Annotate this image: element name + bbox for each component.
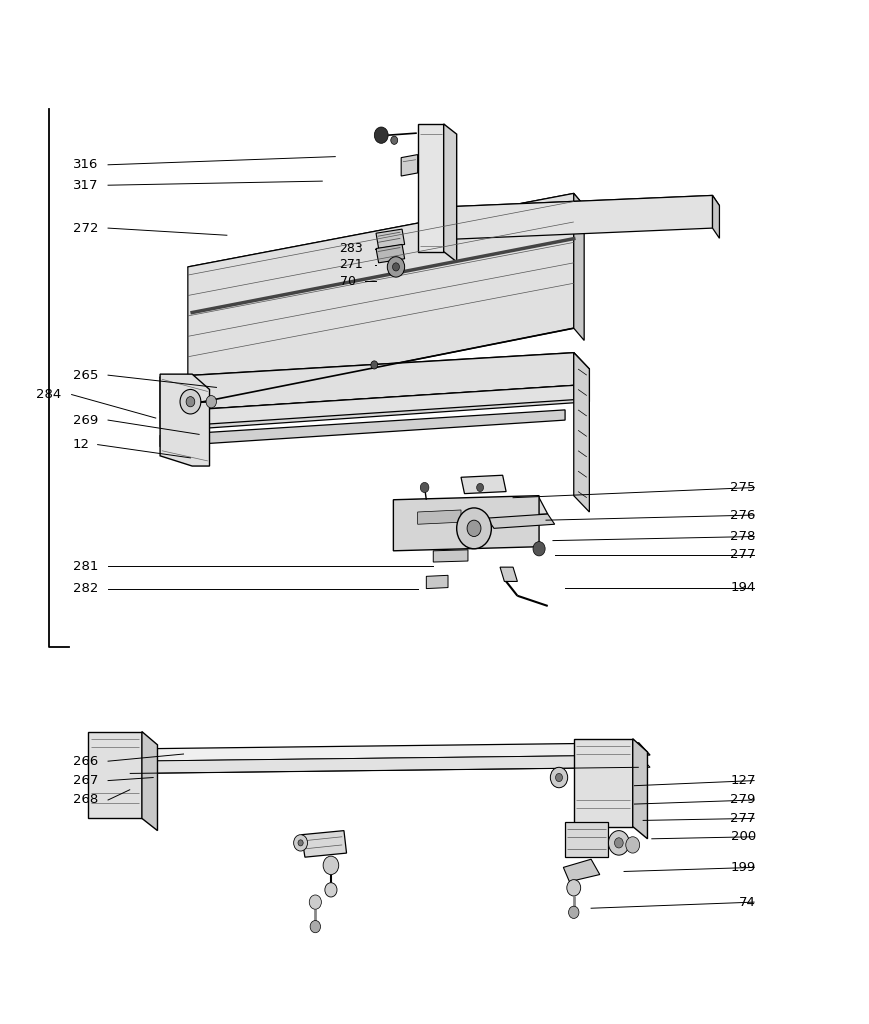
Text: 284: 284 [36, 388, 61, 401]
Polygon shape [393, 496, 539, 551]
Polygon shape [160, 385, 588, 430]
Text: 283: 283 [339, 242, 363, 255]
Text: 316: 316 [72, 159, 98, 171]
Text: 276: 276 [730, 509, 755, 521]
Circle shape [607, 830, 628, 855]
Circle shape [392, 263, 399, 271]
Circle shape [180, 389, 201, 414]
Circle shape [387, 257, 404, 278]
Text: 200: 200 [730, 830, 755, 843]
Text: 277: 277 [730, 812, 755, 825]
Polygon shape [301, 830, 346, 857]
Text: 272: 272 [72, 221, 98, 234]
Polygon shape [400, 498, 547, 518]
Polygon shape [573, 194, 583, 340]
Text: 279: 279 [730, 794, 755, 807]
Text: 199: 199 [730, 861, 755, 873]
Polygon shape [426, 196, 712, 241]
Circle shape [309, 921, 320, 933]
Text: 70: 70 [339, 274, 355, 288]
Polygon shape [188, 194, 583, 281]
Polygon shape [375, 229, 404, 249]
Circle shape [420, 482, 428, 493]
Polygon shape [426, 575, 448, 589]
Text: 194: 194 [730, 581, 755, 594]
Circle shape [370, 360, 377, 369]
Circle shape [476, 483, 483, 492]
Text: 269: 269 [72, 414, 97, 427]
Circle shape [298, 840, 302, 846]
Circle shape [294, 835, 307, 851]
Polygon shape [461, 475, 506, 494]
Circle shape [206, 395, 216, 408]
Polygon shape [160, 352, 588, 394]
Polygon shape [160, 352, 573, 412]
Polygon shape [417, 124, 443, 252]
Polygon shape [142, 731, 157, 830]
Polygon shape [565, 822, 607, 857]
Text: 282: 282 [72, 582, 98, 595]
Polygon shape [188, 194, 573, 404]
Circle shape [614, 838, 622, 848]
Text: 268: 268 [72, 794, 97, 807]
Text: 271: 271 [339, 258, 363, 271]
Polygon shape [443, 124, 456, 262]
Circle shape [625, 837, 639, 853]
Polygon shape [129, 742, 649, 761]
Polygon shape [573, 738, 632, 826]
Circle shape [568, 906, 578, 919]
Polygon shape [573, 352, 588, 401]
Text: 267: 267 [72, 774, 98, 787]
Polygon shape [632, 738, 647, 839]
Text: 74: 74 [738, 896, 755, 908]
Polygon shape [129, 755, 649, 773]
Polygon shape [88, 731, 142, 818]
Text: 281: 281 [72, 560, 98, 572]
Circle shape [390, 136, 397, 144]
Text: 277: 277 [730, 549, 755, 561]
Circle shape [374, 127, 388, 143]
Polygon shape [160, 410, 565, 446]
Circle shape [555, 773, 562, 781]
Polygon shape [417, 510, 461, 524]
Circle shape [324, 883, 336, 897]
Circle shape [567, 880, 580, 896]
Circle shape [456, 508, 491, 549]
Circle shape [467, 520, 481, 537]
Text: 278: 278 [730, 530, 755, 543]
Circle shape [186, 396, 195, 407]
Polygon shape [487, 514, 554, 528]
Circle shape [308, 895, 321, 909]
Polygon shape [375, 245, 404, 263]
Text: 127: 127 [730, 774, 755, 787]
Circle shape [533, 542, 545, 556]
Polygon shape [500, 567, 517, 582]
Polygon shape [433, 550, 468, 562]
Text: 12: 12 [72, 438, 90, 452]
Polygon shape [426, 196, 719, 218]
Text: 266: 266 [72, 755, 97, 768]
Text: 265: 265 [72, 369, 98, 382]
Polygon shape [160, 385, 573, 427]
Polygon shape [401, 155, 417, 176]
Polygon shape [563, 859, 599, 882]
Circle shape [322, 856, 338, 874]
Polygon shape [573, 352, 588, 512]
Polygon shape [712, 196, 719, 239]
Polygon shape [160, 374, 209, 466]
Circle shape [550, 767, 567, 787]
Text: 317: 317 [72, 179, 98, 191]
Text: 275: 275 [730, 481, 755, 494]
